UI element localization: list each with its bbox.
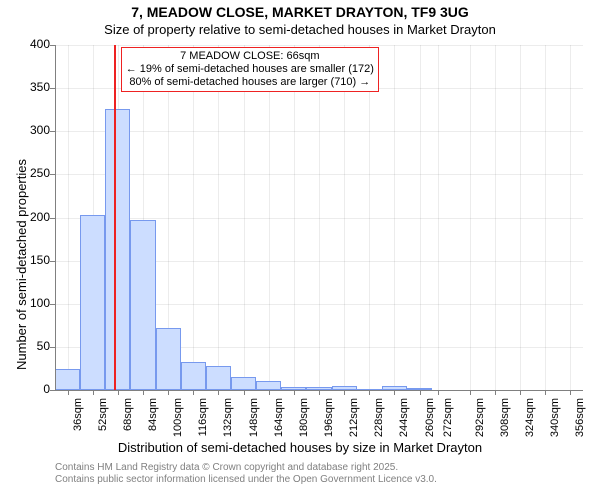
gridline: [545, 45, 546, 390]
x-tick-label: 132sqm: [222, 398, 234, 442]
x-tick-label: 356sqm: [574, 398, 586, 442]
histogram-bar: [256, 381, 281, 390]
gridline: [344, 45, 345, 390]
x-axis-label: Distribution of semi-detached houses by …: [0, 440, 600, 455]
x-tick-label: 84sqm: [147, 398, 159, 442]
gridline: [218, 45, 219, 390]
x-tick-label: 308sqm: [499, 398, 511, 442]
gridline: [420, 45, 421, 390]
histogram-bar: [156, 328, 181, 390]
histogram-bar: [80, 215, 105, 390]
x-tick-label: 324sqm: [524, 398, 536, 442]
gridline: [369, 45, 370, 390]
x-tick-label: 340sqm: [549, 398, 561, 442]
histogram-bar: [130, 220, 155, 390]
gridline: [319, 45, 320, 390]
histogram-bar: [105, 109, 130, 390]
y-tick-label: 400: [20, 37, 50, 51]
x-tick-label: 196sqm: [323, 398, 335, 442]
gridline: [495, 45, 496, 390]
y-axis: [55, 45, 56, 390]
x-tick-label: 212sqm: [348, 398, 360, 442]
y-tick-label: 300: [20, 123, 50, 137]
histogram-bar: [55, 369, 80, 390]
gridline: [570, 45, 571, 390]
y-tick-label: 100: [20, 296, 50, 310]
x-tick-label: 180sqm: [298, 398, 310, 442]
chart-container: 7, MEADOW CLOSE, MARKET DRAYTON, TF9 3UG…: [0, 0, 600, 500]
x-tick-label: 164sqm: [273, 398, 285, 442]
footer-text: Contains HM Land Registry data © Crown c…: [55, 462, 437, 485]
footer-line1: Contains HM Land Registry data © Crown c…: [55, 462, 437, 474]
gridline: [294, 45, 295, 390]
y-tick-label: 200: [20, 210, 50, 224]
x-tick-label: 260sqm: [424, 398, 436, 442]
histogram-bar: [231, 377, 256, 390]
x-tick-label: 148sqm: [248, 398, 260, 442]
y-tick-label: 50: [20, 339, 50, 353]
gridline: [438, 45, 439, 390]
x-tick-label: 68sqm: [122, 398, 134, 442]
gridline: [68, 45, 69, 390]
gridline: [193, 45, 194, 390]
annotation-box: 7 MEADOW CLOSE: 66sqm← 19% of semi-detac…: [121, 47, 379, 93]
y-tick-label: 350: [20, 80, 50, 94]
annotation-line3: 80% of semi-detached houses are larger (…: [126, 76, 374, 89]
gridline: [520, 45, 521, 390]
gridline: [244, 45, 245, 390]
y-tick-label: 250: [20, 166, 50, 180]
chart-title: 7, MEADOW CLOSE, MARKET DRAYTON, TF9 3UG: [0, 4, 600, 20]
gridline: [470, 45, 471, 390]
y-tick-label: 150: [20, 253, 50, 267]
plot-area: 7 MEADOW CLOSE: 66sqm← 19% of semi-detac…: [55, 45, 583, 390]
histogram-bar: [206, 366, 231, 390]
annotation-line2: ← 19% of semi-detached houses are smalle…: [126, 63, 374, 76]
x-tick-label: 52sqm: [97, 398, 109, 442]
property-marker-line: [114, 45, 116, 390]
x-tick-label: 36sqm: [72, 398, 84, 442]
x-axis: [55, 390, 583, 391]
x-tick-label: 292sqm: [474, 398, 486, 442]
annotation-line1: 7 MEADOW CLOSE: 66sqm: [126, 50, 374, 63]
x-tick-label: 272sqm: [442, 398, 454, 442]
x-tick-label: 116sqm: [197, 398, 209, 442]
chart-subtitle: Size of property relative to semi-detach…: [0, 22, 600, 37]
x-tick-label: 244sqm: [398, 398, 410, 442]
histogram-bar: [181, 362, 206, 390]
x-tick-label: 100sqm: [172, 398, 184, 442]
y-tick-label: 0: [20, 382, 50, 396]
gridline: [394, 45, 395, 390]
gridline: [269, 45, 270, 390]
x-tick-label: 228sqm: [373, 398, 385, 442]
footer-line2: Contains public sector information licen…: [55, 474, 437, 486]
